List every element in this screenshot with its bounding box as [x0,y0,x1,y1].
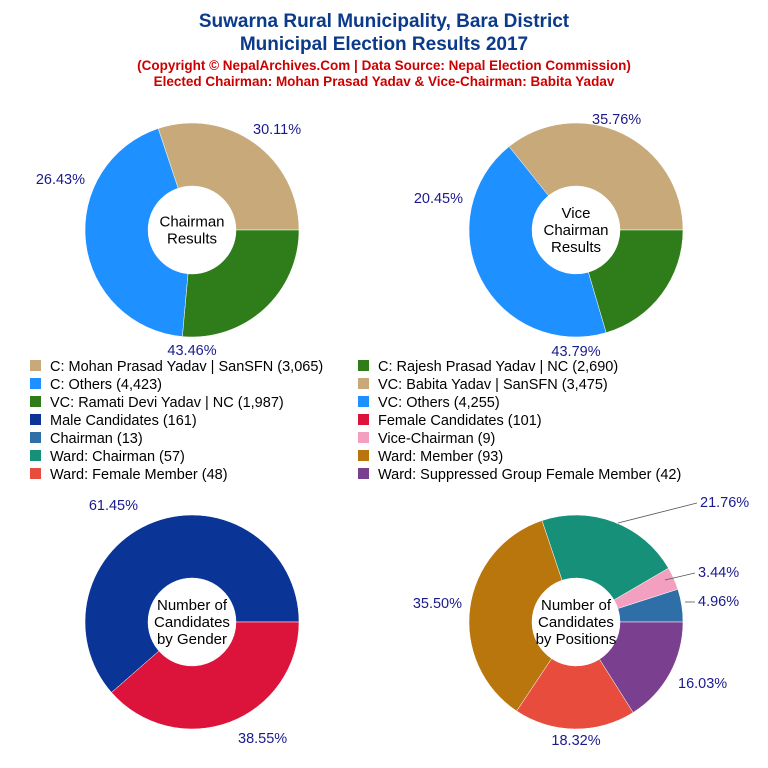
legend-item: Ward: Member (93) [358,449,503,465]
chart-subtitle-line1: (Copyright © NepalArchives.Com | Data So… [137,58,631,73]
donut-4-percent-label-1: 4.96% [698,594,739,610]
legend-swatch [358,450,369,461]
legend-item: Vice-Chairman (9) [358,431,495,447]
donut-2-percent-label-3: 20.45% [414,191,463,207]
legend-swatch [30,360,41,371]
legend-label: VC: Ramati Devi Yadav | NC (1,987) [50,395,284,411]
donut-1-center-label-line-1: Chairman [159,214,224,231]
legend-item: C: Mohan Prasad Yadav | SanSFN (3,065) [30,359,323,375]
legend-swatch [30,432,41,443]
donut-2-slice-1 [508,122,684,231]
legend: C: Mohan Prasad Yadav | SanSFN (3,065) C:… [30,359,681,483]
legend-swatch [30,414,41,425]
legend-label: VC: Babita Yadav | SanSFN (3,475) [378,377,608,393]
chart-title-line2: Municipal Election Results 2017 [240,34,528,55]
donut-3-center-label-line-1: Number of [157,597,228,614]
legend-item: Chairman (13) [30,431,143,447]
legend-swatch [30,396,41,407]
donut-chart-4: 4.96% 3.44% 21.76% 35.50% 18.32% 16.03% Number… [413,495,749,749]
legend-item: VC: Others (4,255) [358,395,500,411]
donut-2-percent-label-1: 35.76% [592,112,641,128]
donut-4-center-label-line-3: by Positions [536,631,617,648]
legend-swatch [30,450,41,461]
legend-swatch [358,360,369,371]
legend-swatch [30,378,41,389]
donut-1-center-label-line-2: Results [167,231,217,248]
legend-item: Ward: Suppressed Group Female Member (42… [358,467,681,483]
donut-4-percent-label-5: 18.32% [551,733,600,749]
donut-2-slice-2 [468,146,607,338]
legend-label: Vice-Chairman (9) [378,431,495,447]
donut-2-percent-label-2: 43.79% [551,344,600,360]
legend-label: C: Rajesh Prasad Yadav | NC (2,690) [378,359,618,375]
legend-item: C: Rajesh Prasad Yadav | NC (2,690) [358,359,618,375]
donut-3-percent-label-1: 61.45% [89,498,138,514]
legend-label: C: Mohan Prasad Yadav | SanSFN (3,065) [50,359,323,375]
legend-label: Male Candidates (161) [50,413,197,429]
donut-1-slice-2 [84,128,189,337]
legend-label: Chairman (13) [50,431,143,447]
legend-item: Female Candidates (101) [358,413,542,429]
donut-3-center-label-line-3: by Gender [157,631,227,648]
donut-4-percent-label-3: 21.76% [700,495,749,511]
donut-4-slice-6 [599,621,684,713]
donut-1-percent-label-1: 30.11% [253,122,301,138]
donut-4-slice-5 [516,658,634,730]
donut-charts: 30.11%43.46%26.43%ChairmanResults35.76%4… [36,112,749,749]
donut-4-percent-label-6: 16.03% [678,676,727,692]
donut-1-percent-label-2: 43.46% [167,343,216,359]
donut-3-center-label-line-2: Candidates [154,614,230,631]
chart-title-line1: Suwarna Rural Municipality, Bara Distric… [199,11,570,32]
legend-label: Ward: Member (93) [378,449,503,465]
legend-item: Ward: Chairman (57) [30,449,185,465]
donut-4-center-label-line-1: Number of [541,597,612,614]
legend-label: VC: Others (4,255) [378,395,500,411]
donut-4-slice-4 [468,520,563,712]
legend-item: Male Candidates (161) [30,413,197,429]
donut-4-center-label-line-2: Candidates [538,614,614,631]
legend-swatch [358,432,369,443]
donut-1-percent-label-3: 26.43% [36,172,85,188]
donut-4-percent-label-2: 3.44% [698,565,739,581]
donut-4-leader-2 [664,572,696,581]
donut-1-slice-3 [182,229,300,338]
legend-item: VC: Ramati Devi Yadav | NC (1,987) [30,395,284,411]
legend-label: Ward: Female Member (48) [50,467,228,483]
legend-swatch [358,414,369,425]
donut-3-slice-2 [111,621,300,730]
legend-item: VC: Babita Yadav | SanSFN (3,475) [358,377,608,393]
donut-2-center-label-line-3: Results [551,239,601,256]
donut-4-percent-label-4: 35.50% [413,596,462,612]
legend-swatch [358,468,369,479]
legend-item: Ward: Female Member (48) [30,467,228,483]
legend-swatch [358,396,369,407]
legend-swatch [30,468,41,479]
donut-2-slice-3 [588,229,684,333]
legend-label: Ward: Chairman (57) [50,449,185,465]
donut-3-slice-1 [84,514,300,693]
legend-label: Ward: Suppressed Group Female Member (42… [378,467,681,483]
legend-item: C: Others (4,423) [30,377,162,393]
donut-3-percent-label-2: 38.55% [238,731,287,747]
chart-subtitle-line2: Elected Chairman: Mohan Prasad Yadav & V… [154,74,615,89]
legend-label: Female Candidates (101) [378,413,542,429]
donut-4-slice-3 [541,514,669,601]
donut-4-leader-3 [617,502,698,524]
legend-label: C: Others (4,423) [50,377,162,393]
donut-2-center-label-line-2: Chairman [543,222,608,239]
donut-2-center-label-line-1: Vice [562,205,591,222]
legend-swatch [358,378,369,389]
donut-1-slice-1 [157,122,300,231]
